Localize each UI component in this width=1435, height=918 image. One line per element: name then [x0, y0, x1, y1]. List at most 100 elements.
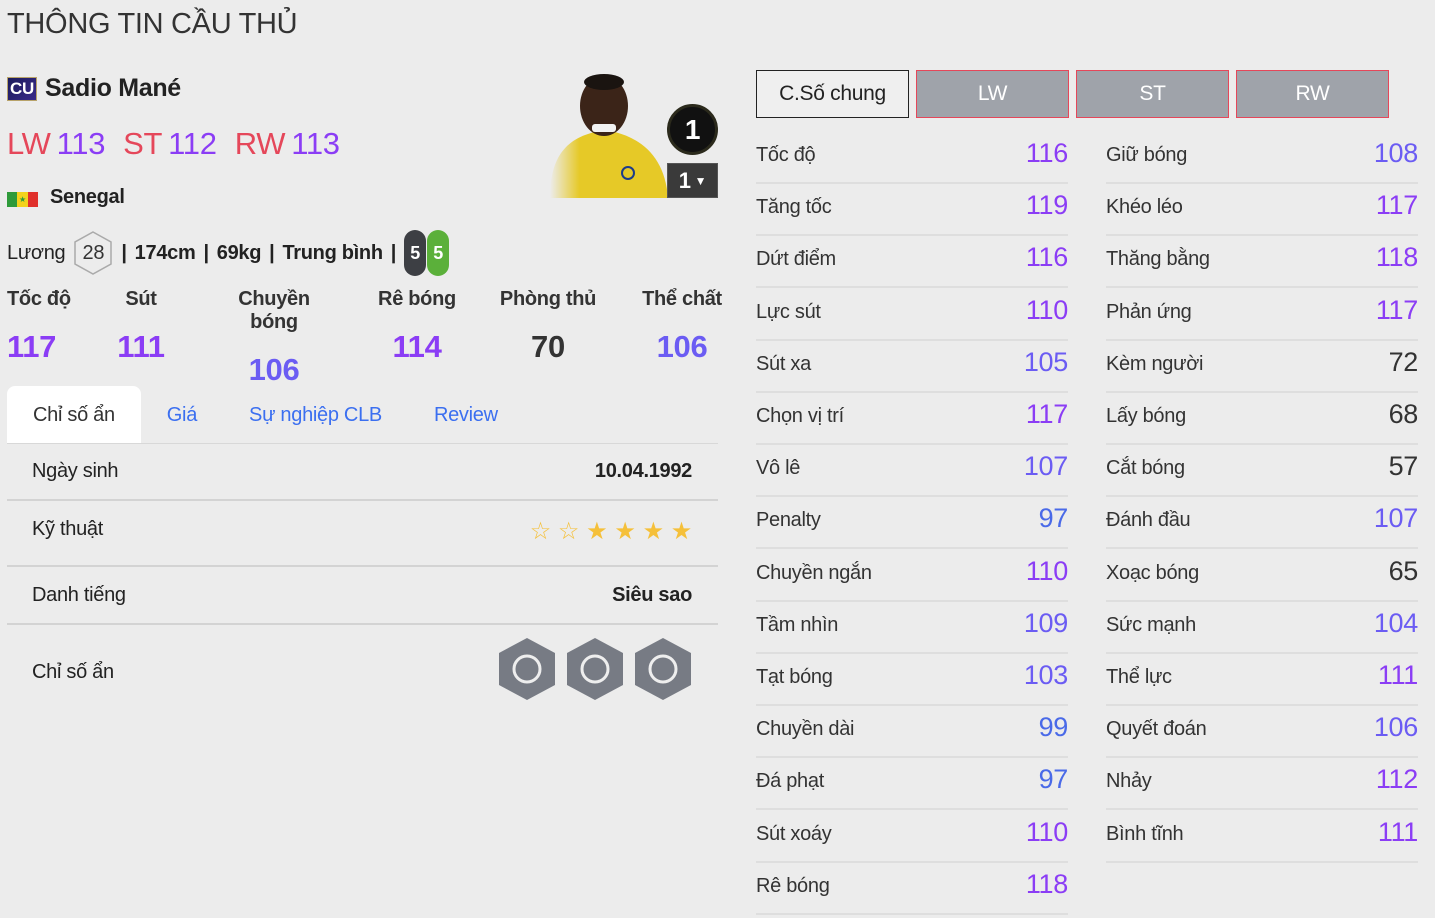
stat-row: Nhảy 112	[1106, 758, 1418, 811]
tab-review[interactable]: Review	[433, 404, 498, 426]
position-ratings: LW 113 ST 112 RW 113	[7, 126, 340, 162]
stat-row: Tạt bóng 103	[756, 654, 1068, 706]
stat-row: Bình tĩnh 111	[1106, 811, 1418, 863]
info-tabs: Chỉ số ẩn Giá Sự nghiệp CLB Review	[7, 386, 718, 444]
stat-label: Vô lê	[756, 457, 801, 480]
stat-value: 72	[1388, 346, 1419, 377]
stat-label: Bình tĩnh	[1106, 822, 1184, 845]
stat-label: Đánh đầu	[1106, 509, 1191, 532]
stat-row: Sút xa 105	[756, 341, 1068, 393]
stat-row: Giữ bóng 108	[1106, 132, 1418, 184]
stat-label: Sút xoáy	[756, 822, 832, 845]
stat-value: 117	[1025, 399, 1068, 429]
stat-row: Rê bóng 118	[756, 863, 1068, 915]
senegal-flag-icon: ★	[7, 192, 38, 207]
summary-stat: Thể chất 106	[627, 288, 737, 365]
position-ovr: 113	[291, 126, 340, 161]
player-photo	[540, 70, 668, 198]
stat-value: 107	[1373, 503, 1418, 534]
stat-label: Đá phạt	[756, 770, 824, 793]
stat-row: Sức mạnh 104	[1106, 602, 1418, 654]
skill-row: Kỹ thuật ☆ ☆ ★ ★ ★ ★	[7, 501, 718, 567]
birth-row: Ngày sinh 10.04.1992	[7, 444, 718, 501]
stat-tab-rw[interactable]: RW	[1236, 70, 1389, 118]
position-rating: ST 112	[123, 126, 217, 162]
player-name: Sadio Mané	[45, 74, 181, 102]
stat-label: Cắt bóng	[1106, 457, 1185, 480]
left-foot-rating: 5	[404, 230, 427, 276]
summary-label: Rê bóng	[378, 288, 456, 310]
stat-row: Tăng tốc 119	[756, 184, 1068, 237]
stat-value: 117	[1375, 190, 1418, 221]
right-foot-rating: 5	[427, 230, 450, 276]
stat-tab-st[interactable]: ST	[1076, 70, 1229, 118]
hexagon-icon	[74, 231, 113, 275]
birth-value: 10.04.1992	[594, 460, 692, 482]
star-empty-icon: ☆	[557, 518, 580, 545]
position-rating: RW 113	[235, 126, 340, 162]
tab-price[interactable]: Giá	[166, 404, 198, 426]
stat-value: 116	[1025, 138, 1068, 168]
star-filled-icon: ★	[670, 518, 693, 545]
season-badge: CU	[7, 77, 37, 101]
stat-row: Quyết đoán 106	[1106, 706, 1418, 759]
hero-head-icon	[499, 638, 555, 700]
stat-value: 97	[1038, 764, 1069, 795]
salary-badge: 28	[73, 231, 113, 275]
stat-label: Phản ứng	[1106, 300, 1192, 323]
position-rating: LW 113	[7, 126, 105, 162]
stat-tab-lw[interactable]: LW	[916, 70, 1069, 118]
salary-label: Lương	[7, 241, 66, 264]
summary-value: 114	[392, 329, 442, 364]
stat-label: Chuyền ngắn	[756, 561, 872, 584]
summary-value: 106	[656, 329, 708, 364]
position-label: LW	[7, 126, 51, 161]
page-title: THÔNG TIN CẦU THỦ	[7, 8, 298, 40]
stat-row: Tốc độ 116	[756, 132, 1068, 184]
stat-row: Lực sút 110	[756, 289, 1068, 341]
stat-row: Đá phạt 97	[756, 758, 1069, 811]
stat-tab-general[interactable]: C.Số chung	[756, 70, 909, 118]
speed-dribbler-icon	[567, 638, 623, 700]
stat-row: Tầm nhìn 109	[756, 602, 1068, 654]
skill-stars: ☆ ☆ ★ ★ ★ ★	[523, 517, 693, 546]
height: 174cm	[134, 241, 196, 264]
stat-value: 99	[1038, 712, 1069, 743]
upgrade-level: 1	[678, 167, 691, 193]
stat-value: 104	[1373, 607, 1418, 638]
stat-label: Giữ bóng	[1106, 144, 1188, 166]
caret-down-icon: ▼	[694, 173, 707, 188]
nation: Senegal	[50, 186, 125, 208]
stat-row: Đánh đầu 107	[1106, 497, 1418, 550]
tab-club-career[interactable]: Sự nghiệp CLB	[249, 404, 382, 426]
stat-row: Chuyền ngắn 110	[756, 550, 1068, 602]
tab-hidden-stats[interactable]: Chỉ số ẩn	[7, 386, 141, 443]
stat-value: 111	[1377, 816, 1418, 847]
traits-label: Chỉ số ẩn	[32, 661, 114, 683]
stat-value: 112	[1375, 764, 1418, 795]
position-label: RW	[234, 126, 286, 161]
stat-row: Sút xoáy 110	[756, 811, 1068, 863]
stat-label: Kèm người	[1106, 352, 1204, 375]
stat-value: 111	[1377, 660, 1418, 690]
skill-label: Kỹ thuật	[32, 518, 103, 540]
stat-row: Xoạc bóng 65	[1106, 550, 1418, 602]
summary-stats: Tốc độ 117 Sút 111 Chuyền bóng 106 Rê bóng 114 P…	[0, 288, 725, 387]
stat-label: Xoạc bóng	[1106, 561, 1199, 584]
stat-row: Thăng bằng 118	[1106, 236, 1418, 289]
summary-label: Chuyền bóng	[238, 288, 310, 333]
overall-circle: 1	[667, 104, 718, 155]
summary-stat: Phòng thủ 70	[493, 288, 603, 365]
summary-label: Phòng thủ	[499, 288, 597, 310]
stat-label: Chuyền dài	[756, 718, 855, 741]
stat-label: Tăng tốc	[756, 196, 832, 219]
upgrade-level-dropdown[interactable]: 1 ▼	[667, 163, 718, 198]
stat-label: Khéo léo	[1106, 196, 1183, 219]
stat-label: Lấy bóng	[1106, 405, 1186, 427]
stat-row: Thể lực 111	[1106, 654, 1418, 706]
stat-label: Thăng bằng	[1106, 248, 1210, 271]
star-filled-icon: ★	[586, 518, 608, 545]
stat-label: Thể lực	[1106, 666, 1172, 688]
star-filled-icon: ★	[642, 518, 665, 545]
